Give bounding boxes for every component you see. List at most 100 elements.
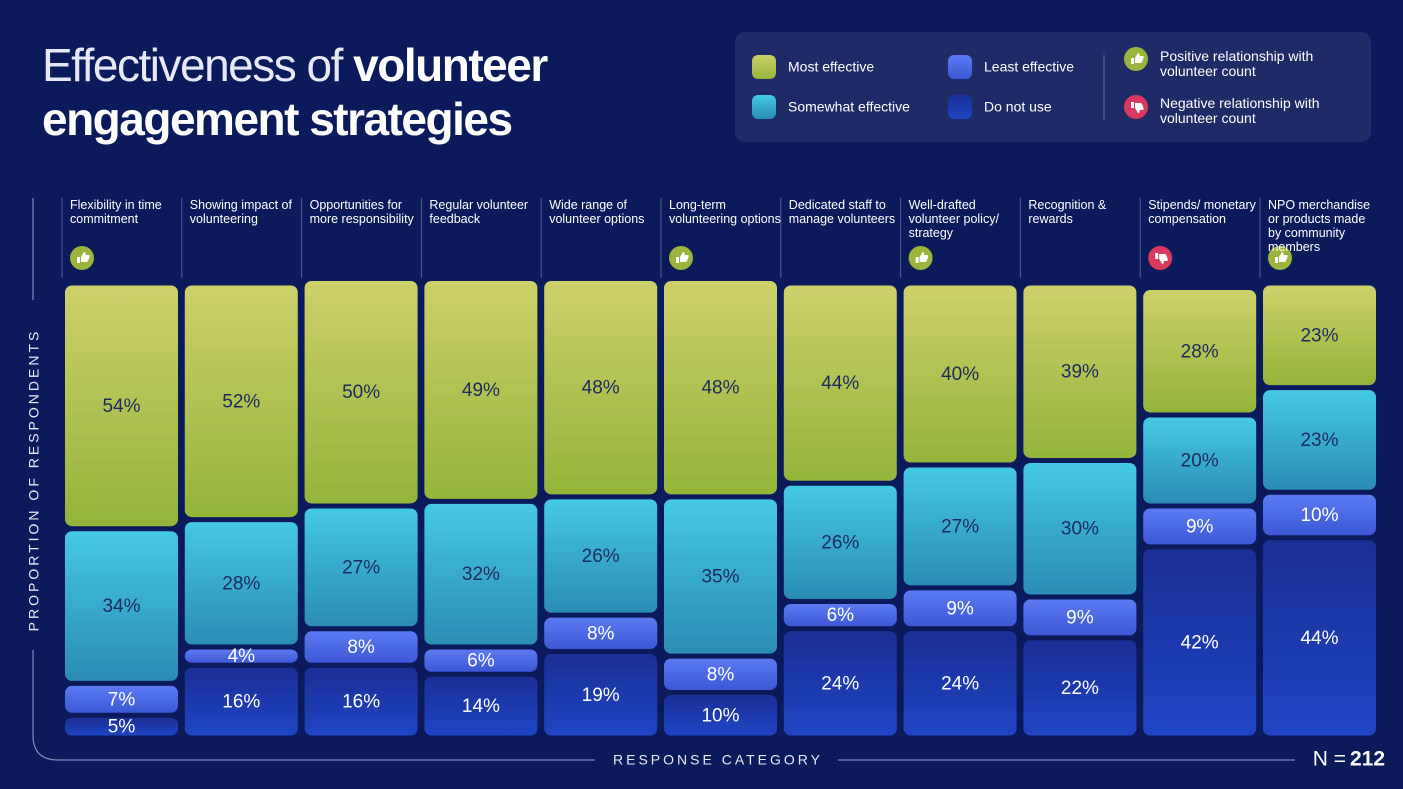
value-label: 16% bbox=[342, 692, 380, 713]
value-label: 6% bbox=[467, 651, 495, 672]
n-value: 212 bbox=[1350, 748, 1385, 771]
bar-segment bbox=[783, 485, 897, 599]
bar-segment bbox=[304, 280, 418, 504]
bar-segment bbox=[783, 604, 897, 627]
bar-segment bbox=[1143, 549, 1257, 736]
bar-segment bbox=[664, 499, 777, 654]
category-label: Dedicated staff to manage volunteers bbox=[788, 198, 896, 226]
title-light: Effectiveness of bbox=[42, 39, 343, 91]
n-label: N = bbox=[1313, 748, 1346, 771]
bar-segment bbox=[544, 617, 658, 650]
value-label: 44% bbox=[821, 373, 859, 394]
bar-segment bbox=[184, 285, 298, 518]
value-label: 28% bbox=[1181, 341, 1219, 362]
value-label: 8% bbox=[587, 623, 615, 644]
value-label: 27% bbox=[941, 516, 979, 537]
legend-swatch bbox=[948, 95, 972, 119]
bar-segment bbox=[424, 649, 538, 672]
bar-segment bbox=[65, 685, 178, 713]
category-label: NPO merchandise or products made by comm… bbox=[1268, 198, 1371, 254]
value-label: 22% bbox=[1061, 678, 1099, 699]
value-label: 32% bbox=[462, 564, 500, 585]
value-label: 42% bbox=[1181, 632, 1219, 653]
axis-frame bbox=[32, 198, 1295, 761]
bar-segment bbox=[1143, 290, 1257, 413]
value-label: 27% bbox=[342, 557, 380, 578]
bar-segment bbox=[65, 531, 178, 681]
bar-segment bbox=[783, 285, 897, 481]
bar-segment bbox=[304, 667, 418, 736]
legend-negative-icon-glyph bbox=[1131, 102, 1144, 113]
value-label: 34% bbox=[102, 596, 140, 617]
value-label: 48% bbox=[701, 378, 739, 399]
y-axis-label: PROPORTION OF RESPONDENTS bbox=[26, 329, 42, 632]
value-label: 9% bbox=[946, 598, 974, 619]
bar-segment bbox=[1143, 508, 1257, 545]
value-label: 44% bbox=[1300, 628, 1338, 649]
bar-segment bbox=[65, 717, 178, 736]
value-label: 23% bbox=[1300, 325, 1338, 346]
value-label: 9% bbox=[1066, 607, 1094, 628]
value-label: 5% bbox=[108, 717, 136, 738]
bar-segment bbox=[1263, 390, 1376, 490]
bar-segment bbox=[664, 658, 777, 690]
value-label: 10% bbox=[1300, 505, 1338, 526]
legend-box bbox=[735, 32, 1371, 142]
legend-label: Do not use bbox=[984, 99, 1052, 115]
value-label: 9% bbox=[1186, 516, 1214, 537]
bar-segment bbox=[184, 667, 298, 736]
bar-segment bbox=[783, 631, 897, 736]
legend-swatch bbox=[752, 95, 776, 119]
bar-segment bbox=[1143, 417, 1257, 504]
value-label: 10% bbox=[701, 705, 739, 726]
bar-segment bbox=[65, 285, 178, 527]
bar-segment bbox=[184, 649, 298, 663]
value-label: 35% bbox=[701, 566, 739, 587]
bar-segment bbox=[1023, 640, 1137, 736]
value-label: 49% bbox=[462, 380, 500, 401]
category-label: Wide range of volunteer options bbox=[549, 198, 645, 226]
relationship-icon-glyph bbox=[77, 252, 90, 263]
bar-segment bbox=[184, 522, 298, 645]
value-label: 19% bbox=[582, 685, 620, 706]
value-label: 48% bbox=[582, 378, 620, 399]
bar-segment bbox=[903, 285, 1017, 463]
value-label: 40% bbox=[941, 364, 979, 385]
bar-segment bbox=[664, 695, 777, 736]
legend-label: Somewhat effective bbox=[788, 99, 910, 115]
bar-segment bbox=[1263, 540, 1376, 736]
value-label: 50% bbox=[342, 382, 380, 403]
bar-segment bbox=[544, 654, 658, 736]
value-label: 6% bbox=[827, 605, 855, 626]
category-label: Well-drafted volunteer policy/ strategy bbox=[908, 198, 999, 240]
value-label: 39% bbox=[1061, 362, 1099, 383]
value-label: 23% bbox=[1300, 430, 1338, 451]
bar-segment bbox=[903, 631, 1017, 736]
bar-segment bbox=[1023, 462, 1137, 595]
category-label: Stipends/ monetary compensation bbox=[1148, 198, 1256, 226]
bar-segment bbox=[304, 631, 418, 663]
value-label: 16% bbox=[222, 692, 260, 713]
bar-segment bbox=[544, 499, 658, 613]
category-label: Recognition & rewards bbox=[1028, 198, 1107, 226]
bar-segment bbox=[1263, 494, 1376, 536]
category-label: Regular volunteer feedback bbox=[429, 198, 529, 226]
bar-segment bbox=[424, 676, 538, 736]
bar-segment bbox=[664, 280, 777, 495]
value-label: 30% bbox=[1061, 519, 1099, 540]
legend-label: Most effective bbox=[788, 59, 874, 75]
legend-swatch bbox=[948, 55, 972, 79]
category-label: Long-term volunteering options bbox=[669, 198, 781, 226]
relationship-icon-glyph bbox=[676, 252, 689, 263]
x-axis-label: RESPONSE CATEGORY bbox=[613, 752, 823, 768]
value-label: 24% bbox=[821, 673, 859, 694]
legend-swatch bbox=[752, 55, 776, 79]
bar-segment bbox=[304, 508, 418, 627]
relationship-icon-glyph bbox=[1275, 252, 1288, 263]
category-label: Opportunities for more responsibility bbox=[309, 198, 414, 226]
value-label: 54% bbox=[102, 396, 140, 417]
legend-label: Least effective bbox=[984, 59, 1074, 75]
legend-positive-icon-glyph bbox=[1131, 53, 1144, 64]
bar-segment bbox=[1263, 285, 1376, 386]
